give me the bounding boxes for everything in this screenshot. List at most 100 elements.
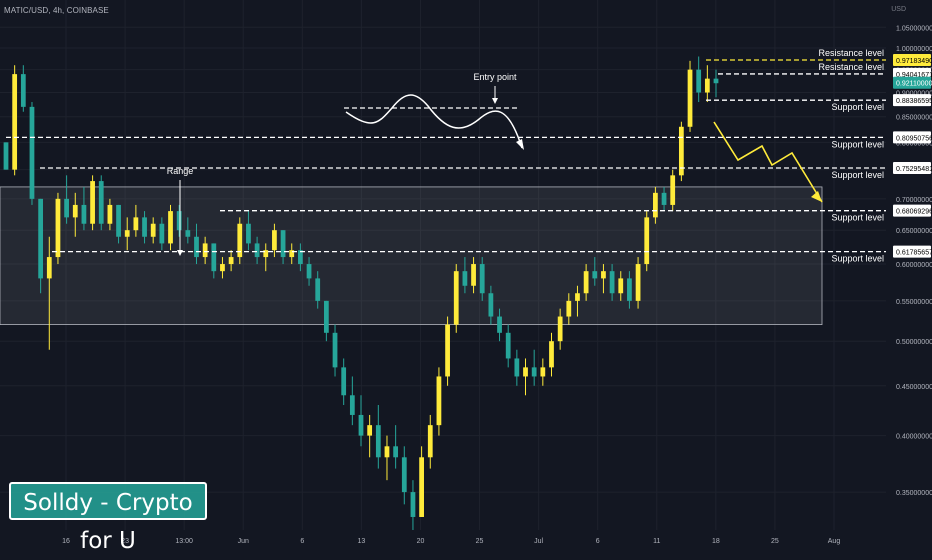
candle-body (341, 367, 347, 396)
candle-body (12, 74, 18, 170)
price-level-tag (893, 94, 931, 107)
candle-body (3, 142, 9, 170)
y-tick-label: 0.40000000 (896, 434, 932, 441)
level-annotation: Support level (831, 139, 884, 149)
y-tick-label: 1.00000000 (896, 46, 932, 53)
y-tick-label: 0.35000000 (896, 490, 932, 497)
projection-line (713, 121, 823, 203)
projection-arrowhead (811, 191, 822, 202)
candle-body (332, 332, 338, 368)
x-tick-label: 6 (596, 538, 600, 545)
price-level-tag (893, 161, 931, 174)
candle-body (202, 243, 208, 258)
candle-body (462, 271, 468, 286)
candle-body (687, 69, 693, 127)
x-tick-label: 13 (357, 538, 365, 545)
candle-body (211, 243, 217, 272)
candle-body (419, 457, 424, 517)
x-tick-label: 18 (712, 538, 720, 545)
x-tick-label: 25 (771, 538, 779, 545)
candle-body (609, 271, 615, 294)
y-tick-label: 0.80000000 (896, 140, 932, 147)
entry-curve (345, 94, 523, 149)
candle-body (220, 264, 225, 272)
candle-body (46, 257, 52, 279)
entry-label: Entry point (473, 72, 517, 82)
price-level-tag-text: 0.68069296 (896, 209, 932, 216)
currency-label: USD (891, 6, 906, 13)
price-level-tag-text: 0.80950756 (896, 135, 932, 142)
candle-body (704, 78, 710, 93)
candle-body (185, 230, 191, 237)
candle-body (194, 236, 199, 258)
candle-body (427, 425, 433, 458)
candle-body (246, 223, 251, 244)
candle-body (367, 425, 373, 436)
symbol-header: MATIC/USD, 4h, COINBASE (4, 6, 109, 15)
candle-body (635, 264, 641, 301)
range-label: Range (167, 166, 194, 176)
candle-body (566, 300, 572, 317)
y-tick-label: 0.50000000 (896, 339, 932, 346)
candle-body (315, 278, 321, 301)
candle-body (393, 446, 399, 458)
level-annotation: Resistance level (818, 48, 884, 58)
price-level-tag-text: 0.75295481 (896, 166, 932, 173)
level-annotation: Support level (831, 170, 884, 180)
candle-body (237, 223, 243, 258)
candle-body (29, 106, 35, 199)
candle-body (661, 192, 667, 205)
candle-body (133, 217, 139, 231)
candle-body (479, 264, 485, 294)
candle-body (228, 257, 234, 265)
candle-body (488, 293, 494, 317)
candle-body (55, 198, 61, 258)
candle-body (150, 223, 156, 237)
candle-body (497, 316, 502, 333)
candle-body (107, 204, 113, 224)
candle-body (670, 175, 676, 205)
price-level-tag-text: 0.61785657 (896, 250, 932, 257)
y-tick-label: 0.45000000 (896, 384, 932, 391)
candle-body (653, 192, 658, 218)
watermark-logo: Solldy - Crypto for U (9, 482, 207, 554)
current-price-tag (893, 76, 931, 89)
level-annotation: Support level (831, 254, 884, 264)
candle-body (349, 395, 355, 415)
candle-body (401, 457, 407, 493)
candle-body (410, 492, 416, 517)
candle-body (142, 217, 147, 237)
price-level-tag (893, 54, 931, 67)
y-tick-label: 0.90000000 (896, 91, 932, 98)
candle-body (124, 230, 130, 237)
level-annotation: Support level (831, 213, 884, 223)
candle-body (81, 204, 87, 224)
current-price-tag-text: 0.92110000 (896, 81, 932, 88)
candle-body (627, 278, 632, 301)
range-box (0, 186, 823, 325)
candle-body (280, 230, 286, 258)
candle-body (323, 300, 329, 333)
candle-body (713, 78, 719, 84)
candle-body (531, 367, 537, 377)
x-tick-label: 6 (300, 538, 304, 545)
candle-body (358, 414, 364, 436)
entry-curve-arrowhead (516, 139, 524, 150)
candle-body (583, 271, 589, 294)
level-annotation: Support level (831, 102, 884, 112)
candle-body (289, 250, 295, 258)
x-tick-label: Jun (238, 538, 249, 545)
candle-body (696, 69, 702, 93)
candle-body (601, 271, 606, 279)
candle-body (678, 126, 684, 176)
y-tick-label: 0.85000000 (896, 115, 932, 122)
candle-body (557, 316, 563, 342)
candle-body (116, 204, 121, 237)
entry-pointer-head (492, 98, 498, 104)
x-tick-label: 11 (653, 538, 660, 545)
x-tick-label: 23 (121, 538, 129, 545)
x-tick-label: 25 (476, 538, 484, 545)
candle-body (98, 181, 104, 224)
